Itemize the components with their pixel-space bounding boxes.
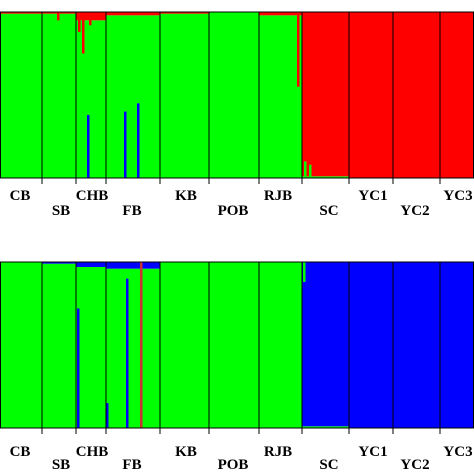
tick-label-p2-yc1: YC1 xyxy=(358,444,387,460)
bar-p2-fb-cluster2 xyxy=(106,262,160,269)
admixture-spike-p2-5 xyxy=(106,403,109,428)
bar-p1-sc-cluster1 xyxy=(302,176,349,178)
bar-p2-chb-cluster2 xyxy=(76,262,106,267)
admixture-spike-p1-1 xyxy=(78,12,81,32)
bar-p1-yc2-cluster2 xyxy=(393,12,440,178)
tick-label-p1-pob: POB xyxy=(218,203,249,219)
tick-label-p1-chb: CHB xyxy=(76,188,109,204)
tick-label-p1-sc: SC xyxy=(319,203,338,219)
admixture-spike-p2-6 xyxy=(303,262,306,282)
bar-p1-yc1-cluster2 xyxy=(349,12,393,178)
bar-p2-yc2-cluster2 xyxy=(393,262,440,428)
bar-p2-fb-cluster1 xyxy=(106,268,160,428)
bar-p2-sc-cluster1 xyxy=(302,426,349,428)
admixture-spike-p1-4 xyxy=(87,114,90,178)
bar-p1-sb-cluster1 xyxy=(42,13,76,178)
tick-label-p2-pob: POB xyxy=(218,457,249,473)
tick-label-p2-yc2: YC2 xyxy=(400,457,429,473)
bar-p1-cb-cluster1 xyxy=(0,13,42,178)
bar-p1-fb-cluster2 xyxy=(106,12,160,16)
tick-label-p2-rjb: RJB xyxy=(264,444,292,460)
tick-label-p2-cb: CB xyxy=(10,444,31,460)
admixture-spike-p1-3 xyxy=(89,12,92,26)
tick-label-p2-yc3: YC3 xyxy=(443,444,472,460)
bar-p1-yc3-cluster2 xyxy=(440,12,474,178)
bar-p1-kb-cluster1 xyxy=(160,13,209,178)
tick-label-p1-yc3: YC3 xyxy=(443,188,472,204)
bar-p2-sc-cluster2 xyxy=(302,262,349,427)
bar-p2-chb-cluster1 xyxy=(76,266,106,428)
tick-label-p2-kb: KB xyxy=(175,444,197,460)
bar-p1-fb-cluster1 xyxy=(106,15,160,178)
tick-label-p1-sb: SB xyxy=(52,203,70,219)
admixture-spike-p2-0 xyxy=(77,308,80,428)
tick-label-p1-cb: CB xyxy=(10,188,31,204)
tick-label-p2-fb: FB xyxy=(122,457,141,473)
tick-label-p2-chb: CHB xyxy=(76,444,109,460)
bar-p1-rjb-cluster1 xyxy=(259,15,302,178)
tick-label-p1-fb: FB xyxy=(122,203,141,219)
tick-label-p1-yc1: YC1 xyxy=(358,188,387,204)
bar-p2-cb-cluster1 xyxy=(0,262,42,428)
bar-p2-rjb-cluster1 xyxy=(259,262,302,428)
bar-p1-chb-cluster1 xyxy=(76,20,106,178)
bar-p1-sc-cluster2 xyxy=(302,12,349,177)
bar-p2-kb-cluster1 xyxy=(160,262,209,428)
bar-p2-yc3-cluster2 xyxy=(440,262,474,428)
bar-p1-kb-cluster2 xyxy=(160,12,209,14)
bar-p1-pob-cluster1 xyxy=(209,12,259,178)
admixture-spike-p2-2 xyxy=(126,278,129,428)
admixture-spike-p1-2 xyxy=(82,12,85,54)
admixture-spike-p1-8 xyxy=(304,161,307,178)
tick-label-p1-yc2: YC2 xyxy=(400,203,429,219)
bar-p1-cb-cluster2 xyxy=(0,12,42,14)
bar-p2-sb-cluster2 xyxy=(42,262,76,264)
tick-label-p2-sc: SC xyxy=(319,457,338,473)
bar-p2-yc1-cluster2 xyxy=(349,262,393,428)
admixture-spike-p1-7 xyxy=(297,12,300,87)
admixture-spike-p1-6 xyxy=(137,103,140,178)
bar-p2-sb-cluster1 xyxy=(42,263,76,428)
bar-p1-rjb-cluster2 xyxy=(259,12,302,16)
admixture-spike-p1-5 xyxy=(124,111,127,178)
bar-p2-pob-cluster1 xyxy=(209,262,259,428)
tick-label-p2-sb: SB xyxy=(52,457,70,473)
tick-label-p1-rjb: RJB xyxy=(264,188,292,204)
admixture-spike-p2-4 xyxy=(140,262,143,428)
tick-label-p1-kb: KB xyxy=(175,188,197,204)
admixture-spike-p1-0 xyxy=(57,12,60,21)
admixture-spike-p1-9 xyxy=(309,164,312,178)
